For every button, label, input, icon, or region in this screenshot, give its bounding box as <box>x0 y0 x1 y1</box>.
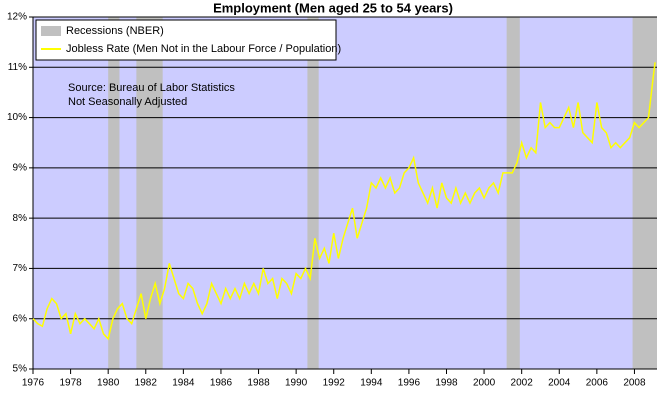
chart-title: Employment (Men aged 25 to 54 years) <box>213 0 453 15</box>
x-tick-label: 1992 <box>323 378 346 389</box>
x-tick-label: 1986 <box>210 378 233 389</box>
x-tick-label: 1976 <box>22 378 45 389</box>
y-tick-label: 11% <box>8 62 27 73</box>
x-tick-label: 1984 <box>172 378 195 389</box>
x-tick-label: 2008 <box>623 378 646 389</box>
data-line <box>32 62 656 341</box>
x-tick-label: 1994 <box>360 378 383 389</box>
x-tick-label: 1978 <box>59 378 82 389</box>
legend-box <box>35 19 337 61</box>
recession-band <box>307 17 319 369</box>
recession-band <box>136 17 163 369</box>
x-tick-label: 2000 <box>473 378 496 389</box>
recession-band <box>506 17 520 369</box>
legend-label: Recessions (NBER) <box>66 25 164 37</box>
y-tick-label: 6% <box>13 313 28 324</box>
y-tick-label: 10% <box>7 112 27 123</box>
y-tick-label: 8% <box>13 213 28 224</box>
recession-band <box>632 17 657 369</box>
y-tick-label: 7% <box>13 263 28 274</box>
annotation: Source: Bureau of Labor Statistics <box>68 82 235 94</box>
y-tick-label: 5% <box>13 364 28 375</box>
recession-band <box>108 17 120 369</box>
x-tick-label: 2006 <box>586 378 609 389</box>
x-tick-label: 1982 <box>135 378 158 389</box>
x-tick-label: 2002 <box>511 378 534 389</box>
x-tick-label: 1996 <box>398 378 421 389</box>
y-tick-label: 12% <box>7 12 27 23</box>
annotation: Not Seasonally Adjusted <box>68 96 187 108</box>
x-tick-label: 1980 <box>97 378 120 389</box>
x-tick-label: 1988 <box>247 378 270 389</box>
x-tick-label: 1990 <box>285 378 308 389</box>
legend-label: Jobless Rate (Men Not in the Labour Forc… <box>66 43 341 55</box>
x-tick-label: 1998 <box>435 378 458 389</box>
legend-swatch <box>41 26 61 36</box>
x-tick-label: 2004 <box>548 378 571 389</box>
y-tick-label: 9% <box>13 162 28 173</box>
